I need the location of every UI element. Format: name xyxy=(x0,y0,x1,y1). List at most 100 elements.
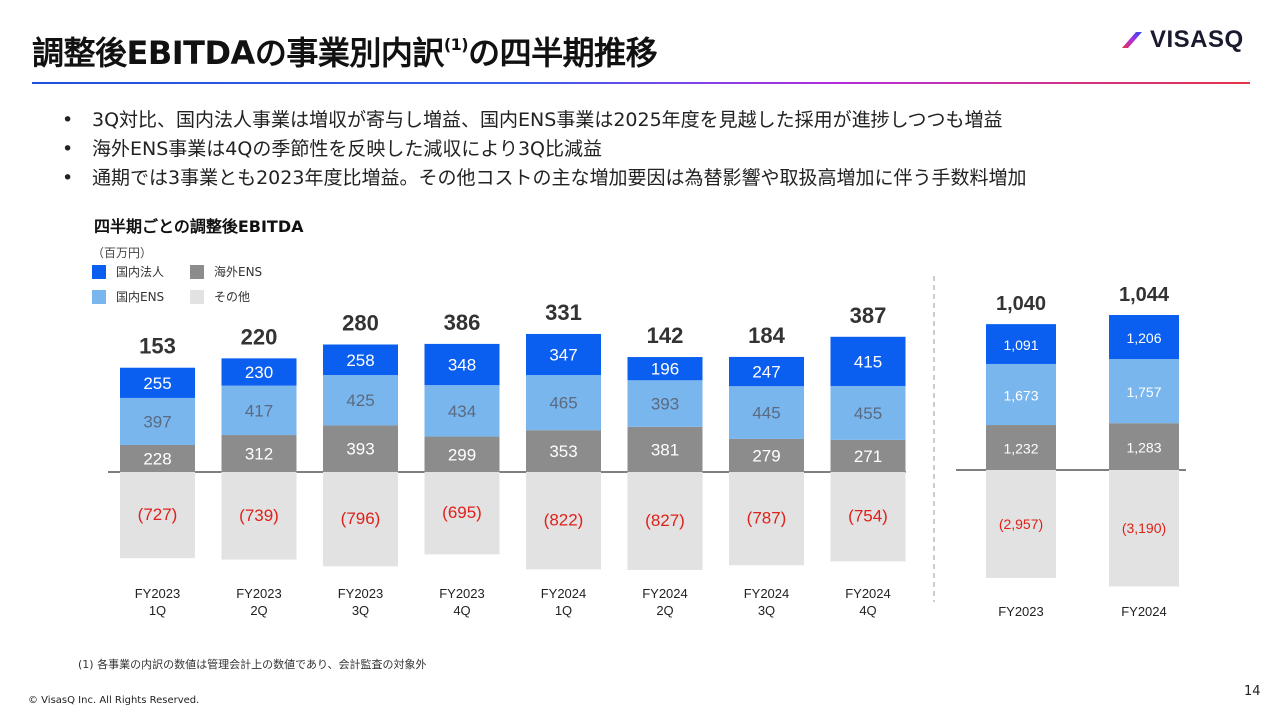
data-label-overseas-ens: 312 xyxy=(245,445,273,464)
legend-item-domestic-corporate: 国内法人 xyxy=(92,263,164,280)
bar-segment-domestic-ens xyxy=(830,385,906,440)
summary-bullet: 通期では3事業とも2023年度比増益。その他コストの主な増加要因は為替影響や取扱… xyxy=(62,164,1026,193)
bar-segment-domestic-corporate xyxy=(526,333,601,376)
legend-label: 国内法人 xyxy=(116,265,165,279)
data-label-domestic-ens: 1,757 xyxy=(1126,384,1161,400)
bar-segment-other xyxy=(1109,470,1179,587)
bar-segment-domestic-corporate xyxy=(1109,315,1179,360)
bar-segment-other xyxy=(221,472,297,560)
page-number: 14 xyxy=(1244,684,1261,699)
bar-segment-overseas-ens xyxy=(830,439,906,472)
legend-swatch-domestic-corporate xyxy=(92,264,106,279)
bar-segment-overseas-ens xyxy=(221,435,297,472)
total-label: 280 xyxy=(342,310,379,335)
page-title-suffix: の四半期推移 xyxy=(468,34,658,72)
legend-swatch-domestic-ens xyxy=(92,289,106,304)
category-label: FY2023 xyxy=(439,586,485,601)
data-label-overseas-ens: 393 xyxy=(346,440,374,459)
legend-item-other: その他 xyxy=(190,288,250,305)
bar-segment-overseas-ens xyxy=(526,430,601,472)
data-label-overseas-ens: 1,232 xyxy=(1003,441,1038,457)
data-label-domestic-corporate: 347 xyxy=(549,346,577,365)
chart-title: 四半期ごとの調整後EBITDA xyxy=(94,217,304,236)
data-label-domestic-corporate: 1,206 xyxy=(1126,330,1161,346)
category-label: 3Q xyxy=(352,603,369,618)
bar-segment-other xyxy=(729,472,804,566)
total-label: 1,040 xyxy=(996,293,1046,315)
data-label-domestic-ens: 455 xyxy=(854,404,882,423)
data-label-overseas-ens: 1,283 xyxy=(1126,440,1161,456)
data-label-other: (754) xyxy=(848,507,888,526)
bar-segment-other xyxy=(424,472,500,555)
data-label-overseas-ens: 271 xyxy=(854,447,882,466)
data-label-other: (3,190) xyxy=(1122,520,1166,536)
total-label: 387 xyxy=(850,303,887,328)
bar-segment-domestic-corporate xyxy=(729,356,804,387)
category-label: 4Q xyxy=(453,603,470,618)
bar-segment-other xyxy=(120,472,195,559)
bar-segment-domestic-ens xyxy=(986,363,1056,426)
bar-segment-domestic-ens xyxy=(729,386,804,439)
bar-segment-domestic-corporate xyxy=(120,367,195,398)
data-label-domestic-corporate: 415 xyxy=(854,352,882,371)
data-label-domestic-corporate: 348 xyxy=(448,356,476,375)
data-label-overseas-ens: 228 xyxy=(143,449,171,468)
data-label-domestic-corporate: 258 xyxy=(346,351,374,370)
bar-segment-domestic-corporate xyxy=(323,344,398,376)
legend-label: その他 xyxy=(214,290,251,304)
bar-segment-other xyxy=(830,472,906,562)
category-label: 1Q xyxy=(555,603,572,618)
data-label-other: (827) xyxy=(645,511,685,530)
bar-segment-overseas-ens xyxy=(323,425,398,472)
data-label-domestic-corporate: 255 xyxy=(143,374,171,393)
bar-segment-domestic-corporate xyxy=(424,343,500,386)
bar-segment-other xyxy=(323,472,398,567)
bar-segment-domestic-ens xyxy=(627,380,703,427)
copyright: © VisasQ Inc. All Rights Reserved. xyxy=(28,695,200,706)
total-label: 184 xyxy=(748,323,785,348)
data-label-domestic-corporate: 1,091 xyxy=(1003,337,1038,353)
data-label-domestic-ens: 434 xyxy=(448,402,476,421)
bar-segment-domestic-ens xyxy=(221,385,297,436)
data-label-other: (822) xyxy=(544,511,584,530)
data-label-overseas-ens: 381 xyxy=(651,440,679,459)
category-label: FY2023 xyxy=(135,586,181,601)
bar-segment-domestic-corporate xyxy=(830,336,906,386)
category-label: FY2024 xyxy=(1121,604,1167,619)
category-label: FY2024 xyxy=(744,586,790,601)
category-label: FY2023 xyxy=(338,586,384,601)
data-label-domestic-corporate: 230 xyxy=(245,363,273,382)
category-label: 2Q xyxy=(250,603,267,618)
data-label-other: (727) xyxy=(138,505,178,524)
category-label: FY2023 xyxy=(998,604,1044,619)
category-label: FY2023 xyxy=(236,586,282,601)
data-label-domestic-ens: 397 xyxy=(143,412,171,431)
summary-bullet: 海外ENS事業は4Qの季節性を反映した減収により3Q比減益 xyxy=(62,135,1026,164)
data-label-other: (796) xyxy=(341,509,381,528)
category-label: 1Q xyxy=(149,603,166,618)
category-label: FY2024 xyxy=(642,586,688,601)
total-label: 386 xyxy=(444,310,481,335)
visasq-logo-text: VISASQ xyxy=(1150,26,1244,53)
title-divider xyxy=(32,82,1250,84)
category-label: FY2024 xyxy=(845,586,891,601)
total-label: 153 xyxy=(139,334,176,359)
category-label: 3Q xyxy=(758,603,775,618)
legend-item-overseas-ens: 海外ENS xyxy=(190,263,262,280)
data-label-domestic-ens: 417 xyxy=(245,401,273,420)
total-label: 142 xyxy=(647,323,684,348)
page-title-main: 調整後EBITDAの事業別内訳 xyxy=(32,34,444,72)
data-label-overseas-ens: 299 xyxy=(448,445,476,464)
summary-bullet: 3Q対比、国内法人事業は増収が寄与し増益、国内ENS事業は2025年度を見越した… xyxy=(62,106,1026,135)
page-title: 調整後EBITDAの事業別内訳(1)の四半期推移 xyxy=(32,28,658,74)
legend-swatch-overseas-ens xyxy=(190,264,204,279)
total-label: 1,044 xyxy=(1119,284,1170,306)
bar-segment-other xyxy=(526,472,601,570)
bar-segment-domestic-ens xyxy=(526,375,601,431)
bar-segment-other xyxy=(627,472,703,570)
data-label-domestic-ens: 393 xyxy=(651,395,679,414)
legend-swatch-other xyxy=(190,289,204,304)
bar-segment-other xyxy=(986,470,1056,578)
category-label: 2Q xyxy=(656,603,673,618)
